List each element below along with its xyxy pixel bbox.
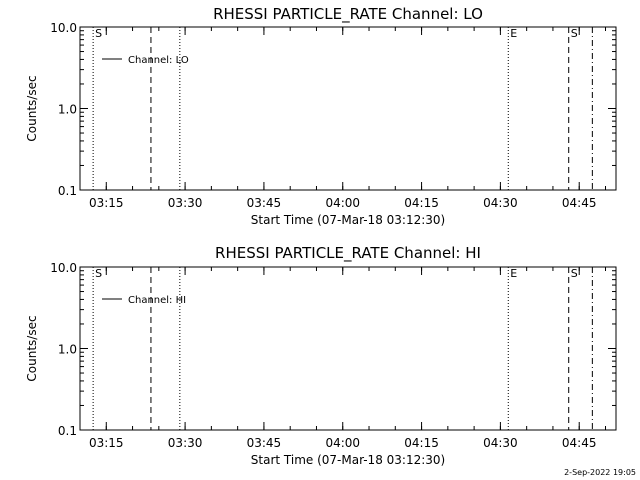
x-axis-label: Start Time (07-Mar-18 03:12:30) xyxy=(251,453,445,467)
footer-timestamp: 2-Sep-2022 19:05 xyxy=(564,468,636,477)
x-tick-label: 03:45 xyxy=(247,196,282,210)
chart-title: RHESSI PARTICLE_RATE Channel: LO xyxy=(213,5,483,24)
event-marker-label: S xyxy=(571,27,578,40)
y-tick-label: 10.0 xyxy=(50,21,77,35)
y-tick-label: 0.1 xyxy=(58,184,77,198)
y-tick-label: 1.0 xyxy=(58,343,77,357)
chart-panel-hi: RHESSI PARTICLE_RATE Channel: HI Counts/s… xyxy=(25,244,617,467)
event-marker-label: S xyxy=(95,267,102,280)
x-tick-label: 03:45 xyxy=(247,436,282,450)
x-tick-label: 04:15 xyxy=(404,196,439,210)
x-tick-label: 04:45 xyxy=(562,436,597,450)
event-marker-label: S xyxy=(95,27,102,40)
x-tick-label: 03:30 xyxy=(168,196,203,210)
event-marker-label: E xyxy=(510,27,517,40)
event-marker-label: S xyxy=(571,267,578,280)
event-marker-label: E xyxy=(510,267,517,280)
legend-label: Channel: LO xyxy=(128,55,189,66)
x-tick-label: 04:45 xyxy=(562,196,597,210)
x-tick-label: 04:00 xyxy=(325,196,360,210)
y-axis-label: Counts/sec xyxy=(25,315,39,381)
y-tick-label: 10.0 xyxy=(50,261,77,275)
legend-label: Channel: HI xyxy=(128,295,186,306)
plot-frame xyxy=(79,266,617,431)
y-tick-label: 1.0 xyxy=(58,103,77,117)
x-axis-label: Start Time (07-Mar-18 03:12:30) xyxy=(251,213,445,227)
plot-frame xyxy=(79,26,617,191)
x-tick-label: 04:15 xyxy=(404,436,439,450)
x-tick-label: 04:30 xyxy=(483,436,518,450)
chart-title: RHESSI PARTICLE_RATE Channel: HI xyxy=(215,244,481,263)
x-tick-label: 03:30 xyxy=(168,436,203,450)
x-tick-label: 03:15 xyxy=(89,196,124,210)
chart-panel-lo: RHESSI PARTICLE_RATE Channel: LO Counts/s… xyxy=(25,5,617,227)
x-tick-label: 04:30 xyxy=(483,196,518,210)
y-tick-label: 0.1 xyxy=(58,424,77,438)
x-tick-label: 03:15 xyxy=(89,436,124,450)
x-tick-label: 04:00 xyxy=(325,436,360,450)
y-axis-label: Counts/sec xyxy=(25,75,39,141)
